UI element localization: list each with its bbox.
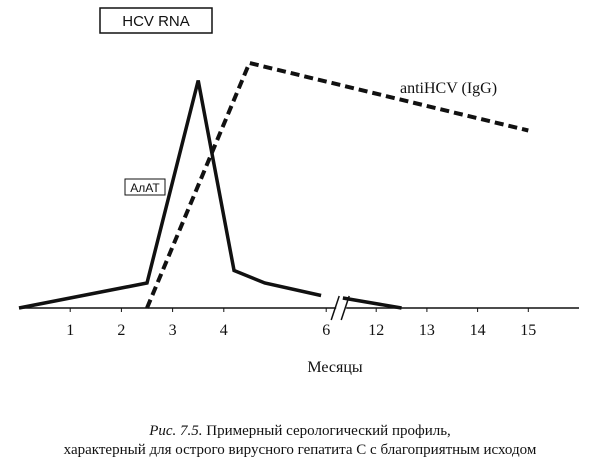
x-tick-label: 3 <box>169 322 177 339</box>
series-label-box <box>124 178 166 196</box>
x-tick-label: 15 <box>520 322 536 339</box>
caption: Рис. 7.5. Примерный серологический профи… <box>148 423 451 439</box>
x-tick-label: 13 <box>419 322 435 339</box>
x-tick-label: 1 <box>66 322 74 339</box>
series-label: antiHCV (IgG) <box>400 80 497 97</box>
x-tick-label: 14 <box>470 322 486 339</box>
series-label: АлАТ <box>130 181 160 195</box>
caption-figure: Рис. 7.5. <box>148 423 202 439</box>
axis-break <box>330 295 340 321</box>
caption-line: Примерный серологический профиль, <box>206 423 451 439</box>
x-tick-label: 6 <box>322 322 330 339</box>
caption-line: характерный для острого вирусного гепати… <box>64 442 537 458</box>
annotation: HCV RNA <box>122 13 190 30</box>
x-tick-label: 4 <box>220 322 228 339</box>
series-line <box>18 80 402 310</box>
series-line <box>145 60 529 309</box>
x-tick-label: 12 <box>368 322 384 339</box>
x-axis-label: Месяцы <box>307 359 363 376</box>
annotation-box <box>99 7 213 34</box>
x-tick-label: 2 <box>117 322 125 339</box>
